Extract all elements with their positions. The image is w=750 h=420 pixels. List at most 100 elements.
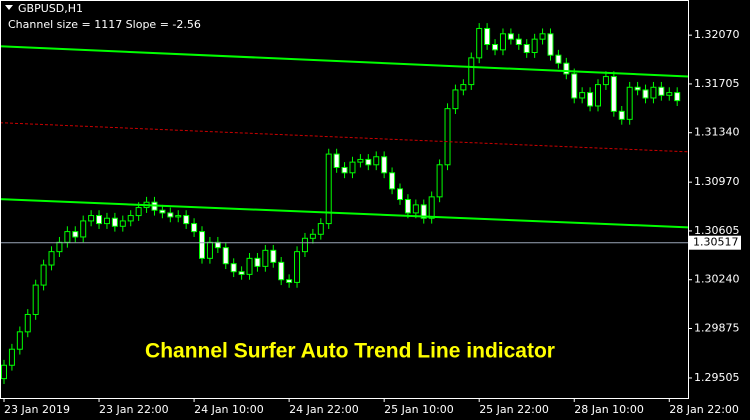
candle-body — [404, 199, 411, 214]
candle-body — [642, 89, 649, 99]
candle-body — [333, 153, 340, 168]
candle-body — [262, 249, 269, 267]
current-price-label: 1.30517 — [693, 236, 739, 249]
x-tick-label: 25 Jan 22:00 — [479, 403, 549, 416]
candle-body — [610, 76, 617, 112]
candle-body — [420, 204, 427, 219]
candle-body — [412, 204, 419, 214]
candle-body — [40, 264, 47, 286]
x-tick-label: 23 Jan 22:00 — [99, 403, 169, 416]
candle-body — [135, 207, 142, 217]
y-tick-label: 1.31705 — [694, 77, 740, 90]
candle-body — [80, 220, 87, 238]
candle-body — [238, 271, 245, 275]
candle-body — [309, 233, 316, 239]
candle-body — [563, 62, 570, 75]
candle-body — [294, 251, 301, 283]
candle-body — [301, 237, 308, 253]
candle-body — [650, 86, 657, 99]
y-tick-label: 1.29505 — [694, 371, 740, 384]
candle-body — [476, 27, 483, 59]
candle-body — [365, 158, 372, 166]
plot-frame — [0, 0, 689, 399]
candle-body — [1, 364, 7, 380]
y-tick-label: 1.30605 — [694, 224, 740, 237]
candle-body — [428, 196, 435, 219]
y-tick-label: 1.30970 — [694, 175, 740, 188]
candle-body — [484, 27, 491, 46]
y-tick-label: 1.32070 — [694, 28, 740, 41]
candle-body — [341, 166, 348, 174]
candle-body — [674, 92, 681, 102]
channel-line — [0, 45, 689, 78]
current-price-box — [689, 235, 741, 250]
channel-line — [0, 198, 689, 229]
candle-body — [206, 241, 213, 259]
candle-body — [349, 161, 356, 174]
x-tick-label: 24 Jan 10:00 — [194, 403, 264, 416]
chart-title: Channel Surfer Auto Trend Line indicator — [145, 340, 555, 363]
x-tick-label: 24 Jan 22:00 — [289, 403, 359, 416]
symbol: GBPUSD,H1 — [18, 2, 83, 15]
candle-body — [436, 164, 443, 198]
candle-body — [222, 247, 229, 265]
candle-body — [523, 44, 530, 54]
candle-body — [452, 89, 459, 110]
candle-body — [230, 263, 237, 273]
candle-body — [48, 251, 55, 266]
candle-body — [119, 220, 126, 227]
candle-body — [270, 249, 277, 263]
candle-body — [191, 223, 198, 233]
candle-body — [159, 209, 166, 214]
candle-body — [246, 257, 253, 275]
x-tick-label: 25 Jan 10:00 — [384, 403, 454, 416]
candle-body — [373, 156, 380, 166]
candle-body — [199, 231, 205, 259]
candle-body — [389, 172, 396, 190]
candle-body — [127, 215, 134, 222]
candle-body — [167, 212, 174, 218]
candle-body — [531, 38, 538, 54]
candle-body — [286, 279, 293, 283]
x-tick-label: 28 Jan 22:00 — [669, 403, 739, 416]
candle-body — [8, 348, 15, 366]
candle-body — [468, 57, 475, 86]
y-tick-label: 1.31340 — [694, 126, 740, 139]
candle-body — [397, 188, 403, 201]
plot — [0, 23, 689, 384]
candle-body — [602, 76, 609, 86]
candle-body — [587, 92, 594, 107]
candle-body — [24, 313, 31, 333]
candle-body — [183, 215, 190, 225]
candle-body — [571, 73, 578, 99]
candle-body — [278, 261, 285, 281]
candle-body — [555, 54, 562, 64]
y-tick-label: 1.29875 — [694, 322, 740, 335]
candle-body — [658, 86, 665, 96]
candle-body — [515, 38, 522, 46]
y-tick-label: 1.30240 — [694, 273, 740, 286]
x-tick-label: 23 Jan 2019 — [4, 403, 70, 416]
candle-body — [444, 108, 451, 166]
candle-body — [618, 110, 625, 120]
candle-body — [357, 158, 364, 163]
candle-body — [325, 153, 332, 225]
candle-body — [666, 92, 673, 96]
candle-body — [381, 156, 388, 174]
candle-body — [507, 33, 514, 40]
candle-body — [317, 223, 324, 235]
candle-body — [32, 284, 39, 315]
candle-body — [547, 33, 554, 56]
candle-body — [96, 215, 103, 225]
candle-body — [72, 231, 79, 238]
candle-body — [539, 33, 546, 40]
candle-body — [492, 44, 499, 51]
dropdown-arrow[interactable] — [5, 5, 13, 10]
candle-body — [579, 92, 586, 99]
candle-body — [64, 231, 71, 243]
candle-body — [103, 217, 110, 225]
candle-body — [56, 241, 63, 253]
candle-body — [111, 217, 118, 227]
candle-body — [175, 215, 182, 218]
